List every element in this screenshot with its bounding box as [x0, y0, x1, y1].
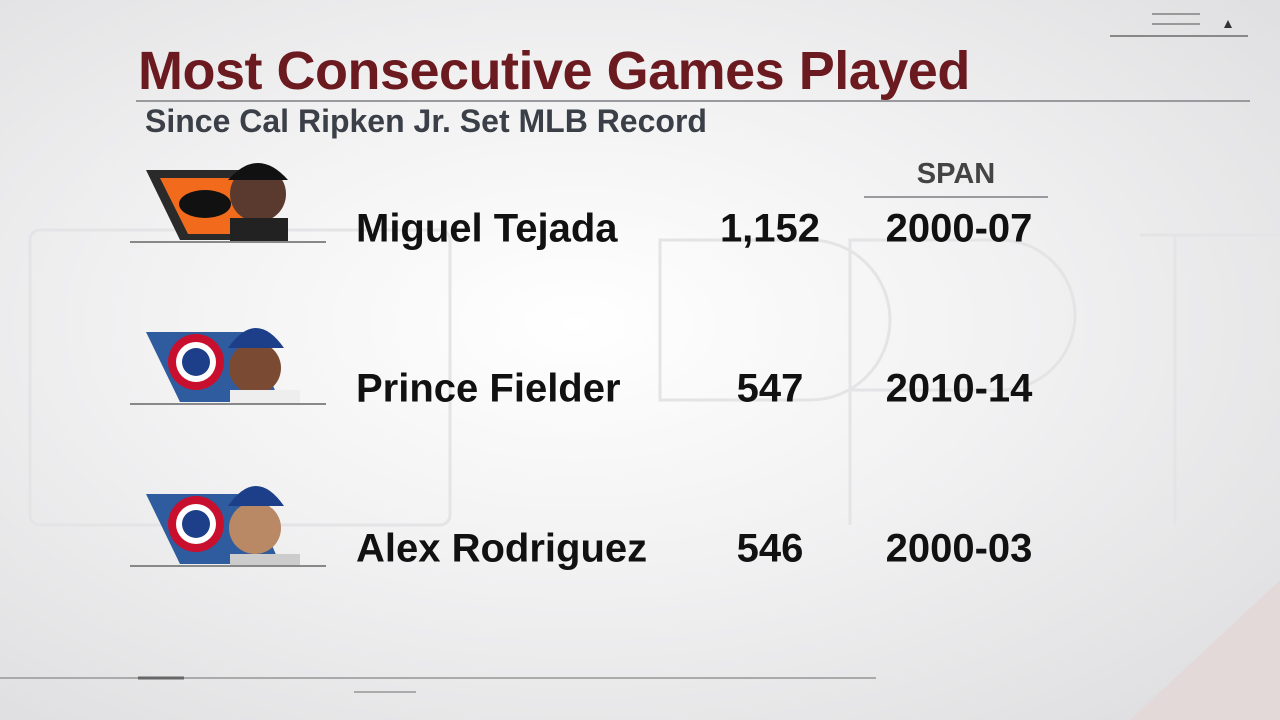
- span: 2000-03: [885, 526, 1033, 571]
- games-played: 547: [736, 366, 804, 411]
- player-logo: [130, 328, 326, 405]
- player-name: Alex Rodriguez: [356, 526, 648, 571]
- span: 2010-14: [885, 366, 1033, 411]
- column-header: SPAN: [916, 158, 996, 190]
- player-name: Prince Fielder: [356, 366, 621, 411]
- column-rule: [864, 196, 1048, 198]
- player-logo: [130, 486, 326, 567]
- player-logo: [130, 163, 326, 243]
- subtitle: Since Cal Ripken Jr. Set MLB Record: [145, 103, 707, 139]
- player-name: Miguel Tejada: [356, 206, 618, 251]
- games-played: 1,152: [719, 206, 821, 251]
- title-rule: [136, 100, 1250, 102]
- games-played: 546: [736, 526, 804, 571]
- span: 2000-07: [885, 206, 1033, 251]
- title: Most Consecutive Games Played: [138, 41, 970, 101]
